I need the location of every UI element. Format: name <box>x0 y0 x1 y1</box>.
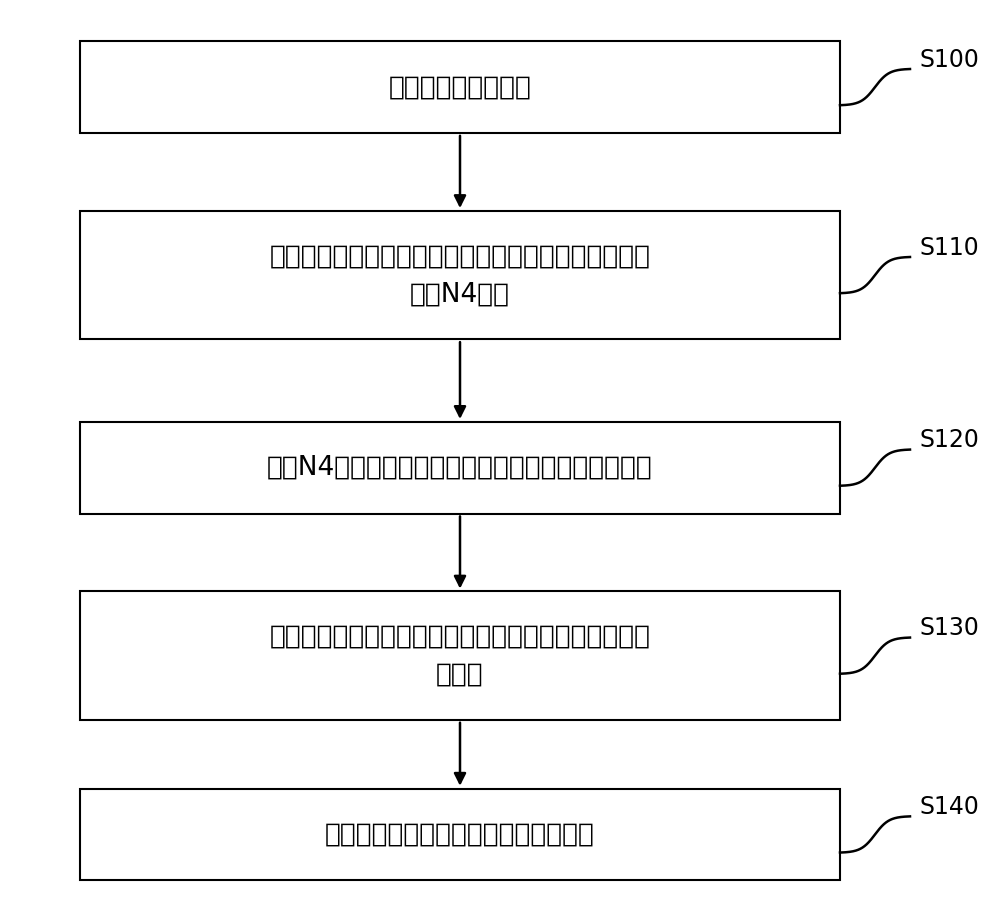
Text: S100: S100 <box>920 48 980 72</box>
Bar <box>80 591 840 720</box>
Text: 当包检测规则通过，根据会话类型，对数据包执行包实
施规则: 当包检测规则通过，根据会话类型，对数据包执行包实 施规则 <box>270 624 650 688</box>
Bar <box>80 41 840 133</box>
Text: S130: S130 <box>920 616 980 640</box>
Bar <box>80 789 840 880</box>
Text: 根据数据包对应的全量隧道端点标识，确定与数据包匹
配的N4会话: 根据数据包对应的全量隧道端点标识，确定与数据包匹 配的N4会话 <box>270 243 650 307</box>
Bar <box>80 422 840 514</box>
Text: S120: S120 <box>920 428 980 452</box>
Text: S110: S110 <box>920 236 980 260</box>
Text: 当包实施规则完成，转发下行的数据包: 当包实施规则完成，转发下行的数据包 <box>325 822 595 847</box>
Text: 根据N4会话中的会话类型，对数据包执行包检测规则: 根据N4会话中的会话类型，对数据包执行包检测规则 <box>267 455 653 481</box>
Text: S140: S140 <box>920 795 980 819</box>
Text: 获取用户面的数据包: 获取用户面的数据包 <box>389 74 531 100</box>
Bar <box>80 211 840 339</box>
